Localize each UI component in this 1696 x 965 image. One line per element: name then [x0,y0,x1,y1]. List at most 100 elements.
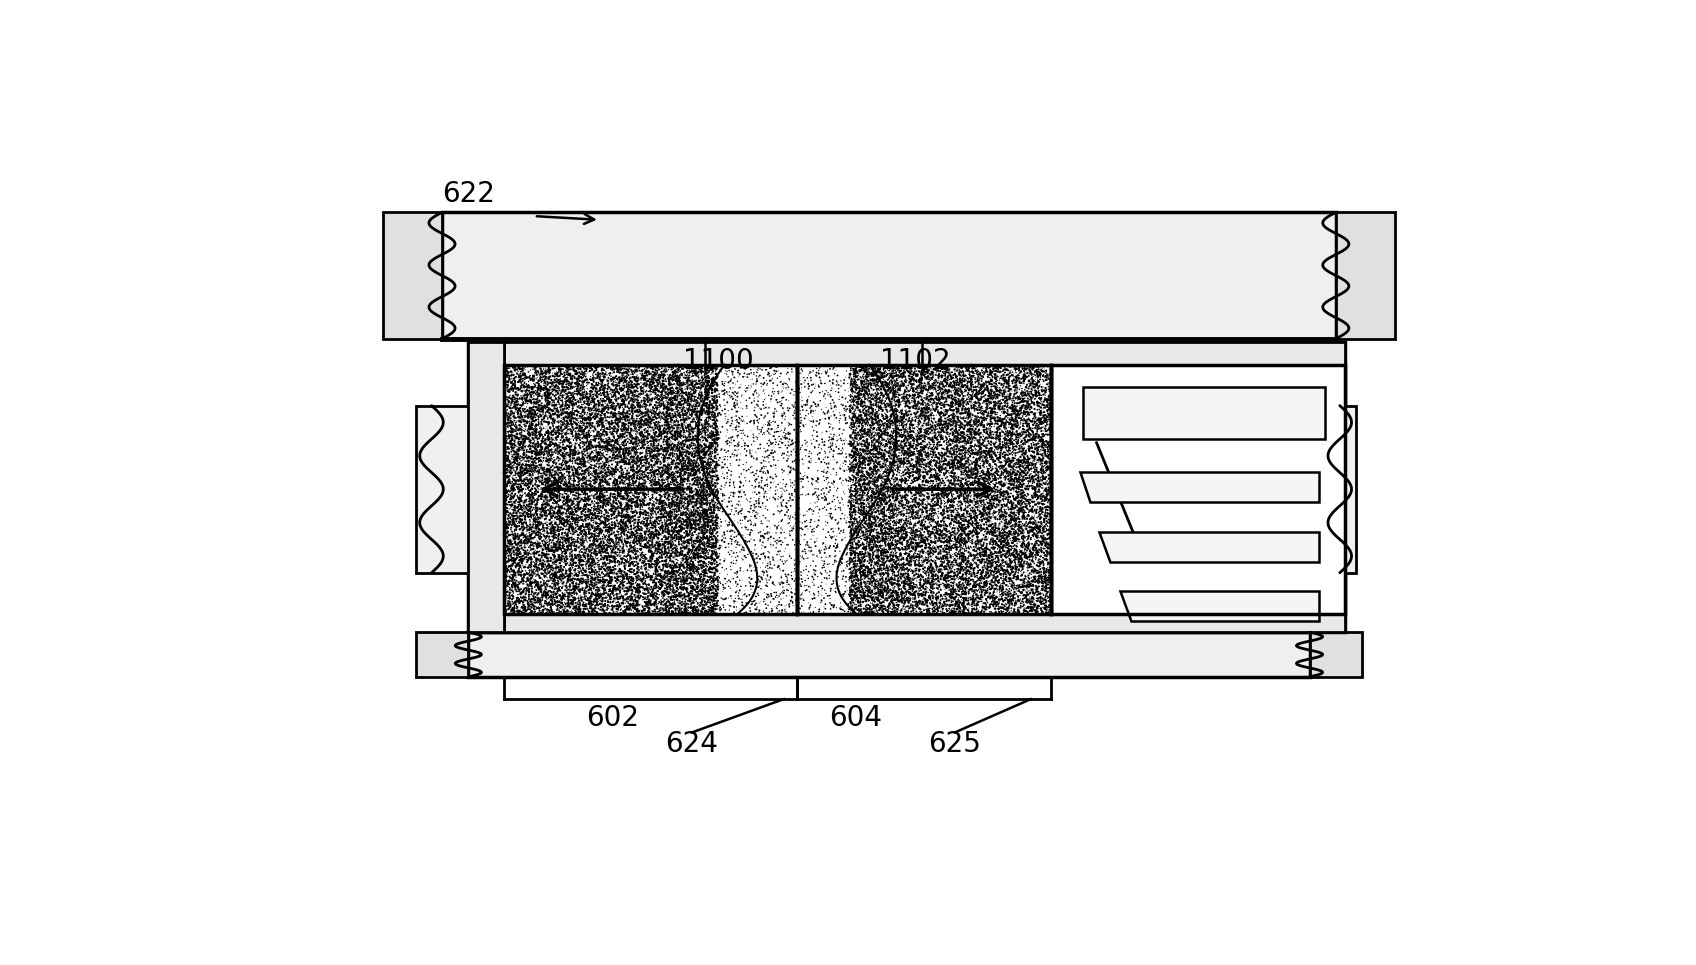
Point [500,411,527,427]
Point [543,478,570,493]
Point [602,573,629,589]
Point [807,544,834,560]
Point [936,531,963,546]
Point [974,507,1001,522]
Point [870,584,897,599]
Point [624,578,651,593]
Point [958,534,985,549]
Point [590,598,617,614]
Point [622,546,650,562]
Point [850,455,877,471]
Point [600,474,628,489]
Point [695,517,722,533]
Point [934,360,962,375]
Point [1026,464,1053,480]
Point [843,473,870,488]
Point [658,531,685,546]
Point [875,536,902,551]
Point [665,523,692,538]
Point [1016,525,1043,540]
Point [799,419,826,434]
Point [894,556,921,571]
Point [928,385,955,400]
Point [675,450,702,465]
Point [578,401,605,417]
Point [521,376,548,392]
Point [1009,508,1036,523]
Point [594,550,621,565]
Point [648,473,675,488]
Point [660,481,687,496]
Point [901,497,928,512]
Point [848,585,875,600]
Point [495,563,522,578]
Point [583,589,611,604]
Point [616,440,643,455]
Point [665,500,692,515]
Point [895,453,923,468]
Point [931,540,958,556]
Point [607,424,634,439]
Point [897,427,924,443]
Point [656,421,683,436]
Point [1033,571,1060,587]
Point [658,565,685,581]
Point [685,359,712,374]
Point [996,412,1023,427]
Point [653,552,680,567]
Point [884,501,911,516]
Point [685,426,712,441]
Point [1024,377,1052,393]
Point [923,543,950,559]
Point [838,495,865,510]
Point [875,538,902,554]
Point [846,531,873,546]
Point [840,453,867,468]
Point [856,600,884,616]
Point [879,477,906,492]
Point [751,427,778,442]
Point [858,387,885,402]
Point [933,423,960,438]
Point [1004,467,1031,482]
Point [895,459,923,475]
Point [617,417,644,432]
Point [724,393,751,408]
Point [940,504,967,519]
Point [768,512,795,528]
Point [907,411,934,427]
Point [685,493,712,509]
Point [680,558,707,573]
Point [829,563,856,578]
Point [1014,396,1041,411]
Point [977,408,1004,424]
Point [860,445,887,460]
Point [926,481,953,496]
Point [994,603,1021,619]
Point [510,533,538,548]
Point [865,406,892,422]
Point [692,566,719,582]
Point [561,578,589,593]
Point [1028,433,1055,449]
Point [1024,370,1052,385]
Point [617,511,644,527]
Point [872,400,899,415]
Point [673,406,700,422]
Point [612,477,639,492]
Point [665,427,692,443]
Point [741,413,768,428]
Point [968,600,996,616]
Point [672,419,699,434]
Point [655,576,682,592]
Point [505,553,533,568]
Point [673,375,700,391]
Point [872,399,899,414]
Point [605,386,633,401]
Point [531,464,558,480]
Point [683,433,711,449]
Point [1031,547,1058,563]
Point [921,413,948,428]
Point [629,555,656,570]
Point [682,547,709,563]
